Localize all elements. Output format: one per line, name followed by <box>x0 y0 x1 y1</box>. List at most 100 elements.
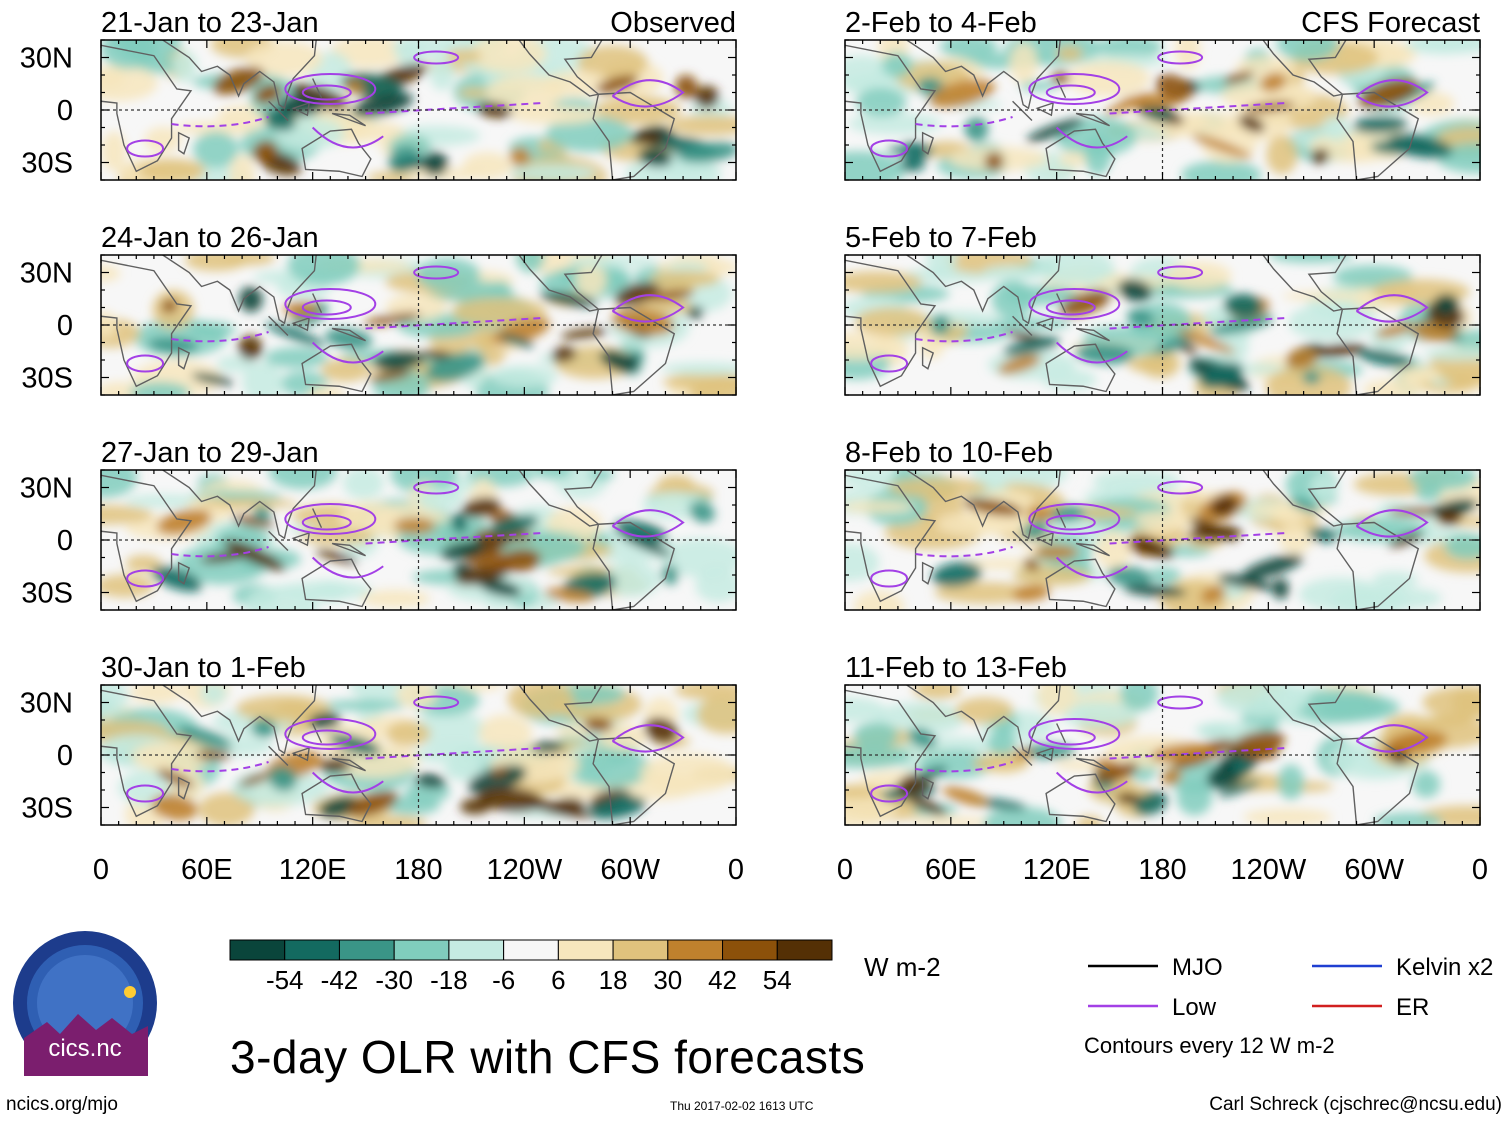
frame-ticks <box>100 254 737 396</box>
lat-tick-label: 30N <box>20 43 73 75</box>
colorbar-swatch <box>557 939 614 961</box>
cics-logo: cics.nc <box>13 931 157 1076</box>
map-panel: 8-Feb to 10-Feb <box>844 437 1481 611</box>
coastlines <box>845 470 1420 610</box>
footer-timestamp: Thu 2017-02-02 1613 UTC <box>670 1099 814 1113</box>
panel-date-label: 2-Feb to 4-Feb <box>845 7 1037 39</box>
low-contours <box>870 50 1429 158</box>
colorbar-tick-label: -6 <box>492 965 515 995</box>
colorbar-swatch <box>229 939 286 961</box>
lat-tick-label: 0 <box>57 95 73 127</box>
panel-date-label: 8-Feb to 10-Feb <box>845 437 1053 469</box>
frame-ticks <box>844 469 1481 611</box>
lat-tick-label: 30N <box>20 688 73 720</box>
footer-author: Carl Schreck (cjschrec@ncsu.edu) <box>1209 1094 1502 1115</box>
panel-date-label: 30-Jan to 1-Feb <box>101 652 306 684</box>
lat-tick-label: 30S <box>21 148 73 180</box>
low-contours <box>126 480 685 588</box>
lon-tick-label: 0 <box>1472 854 1488 886</box>
frame-ticks <box>100 684 737 826</box>
legend-label: ER <box>1396 994 1429 1021</box>
legend-label: MJO <box>1172 954 1223 981</box>
lon-tick-label: 120W <box>486 854 562 886</box>
lat-tick-label: 30S <box>21 363 73 395</box>
low-contours <box>870 265 1429 373</box>
title-block: 3-day OLR with CFS forecasts <box>230 1030 990 1084</box>
coastlines <box>101 685 676 825</box>
frame-ticks <box>100 469 737 611</box>
map-panel: 11-Feb to 13-Feb <box>844 652 1481 826</box>
contour-legend: MJO Kelvin x2 Low ER <box>1088 954 1493 1021</box>
lat-tick-label: 30S <box>21 793 73 825</box>
frame-ticks <box>844 39 1481 181</box>
lat-tick-label: 30S <box>21 578 73 610</box>
main-title: 3-day OLR with CFS forecasts <box>230 1031 866 1083</box>
map-panel: 21-Jan to 23-Jan Observed 30N 0 30S <box>20 7 737 181</box>
panel-date-label: 5-Feb to 7-Feb <box>845 222 1037 254</box>
colorbar-swatch <box>667 939 724 961</box>
colorbar-swatch <box>776 939 833 961</box>
low-contours <box>126 265 685 373</box>
lon-tick-label: 60W <box>600 854 660 886</box>
frame-ticks <box>844 684 1481 826</box>
coastlines <box>101 40 676 180</box>
olr-field <box>845 470 1481 610</box>
panel-date-label: 27-Jan to 29-Jan <box>101 437 319 469</box>
olr-field <box>101 40 737 180</box>
colorbar-tick-label: -18 <box>430 965 468 995</box>
low-contours <box>126 695 685 803</box>
colorbar-tick-label: 42 <box>708 965 737 995</box>
olr-field <box>845 685 1481 825</box>
panel-column-header: CFS Forecast <box>1301 7 1480 39</box>
panel-column-header: Observed <box>610 7 736 39</box>
lon-tick-label: 120W <box>1230 854 1306 886</box>
panel-date-label: 11-Feb to 13-Feb <box>845 652 1067 684</box>
low-contours <box>870 480 1429 588</box>
lon-tick-label: 120E <box>1023 854 1091 886</box>
coastlines <box>845 40 1420 180</box>
colorbar-tick-label: -30 <box>375 965 413 995</box>
panel-date-label: 24-Jan to 26-Jan <box>101 222 319 254</box>
low-contours <box>870 695 1429 803</box>
colorbar-swatch <box>338 939 395 961</box>
map-panel: 2-Feb to 4-Feb CFS Forecast <box>844 7 1481 181</box>
colorbar-tick-label: 30 <box>653 965 682 995</box>
coastlines <box>845 685 1420 825</box>
lat-tick-label: 30N <box>20 473 73 505</box>
map-panel: 27-Jan to 29-Jan 30N 0 30S <box>20 437 737 611</box>
legend-label: Low <box>1172 994 1217 1021</box>
lon-tick-label: 60E <box>181 854 233 886</box>
coastlines <box>845 255 1420 395</box>
colorbar-swatch <box>612 939 669 961</box>
colorbar-swatch <box>448 939 505 961</box>
colorbar-swatch <box>722 939 778 961</box>
map-panel: 30-Jan to 1-Feb 30N 0 30S <box>20 652 737 826</box>
footer-url: ncics.org/mjo <box>6 1094 118 1115</box>
lon-tick-label: 60W <box>1344 854 1404 886</box>
olr-field <box>845 255 1481 395</box>
lat-tick-label: 30N <box>20 258 73 290</box>
lon-tick-label: 0 <box>93 854 109 886</box>
lat-tick-label: 0 <box>57 740 73 772</box>
legend-label: Kelvin x2 <box>1396 954 1493 981</box>
colorbar-tick-label: -42 <box>321 965 359 995</box>
lon-tick-label: 0 <box>837 854 853 886</box>
lon-tick-label: 0 <box>728 854 744 886</box>
longitude-labels: 0 60E 120E 180 120W 60W 0 0 60E 120E 180 120W 60W 0 <box>93 854 1488 886</box>
olr-field <box>101 470 737 610</box>
colorbar-swatch <box>393 939 450 961</box>
lon-tick-label: 180 <box>1138 854 1186 886</box>
legend-note: Contours every 12 W m-2 <box>1084 1033 1335 1058</box>
colorbar-tick-label: 6 <box>551 965 565 995</box>
colorbar-swatch <box>284 939 340 961</box>
olr-field <box>845 40 1481 180</box>
colorbar-tick-label: 18 <box>599 965 628 995</box>
lon-tick-label: 60E <box>925 854 977 886</box>
colorbar: -54 -42 -30 -18 -6 6 18 30 42 54 <box>229 939 833 995</box>
olr-field <box>101 685 737 825</box>
coastlines <box>101 470 676 610</box>
frame-ticks <box>100 39 737 181</box>
lon-tick-label: 120E <box>279 854 347 886</box>
